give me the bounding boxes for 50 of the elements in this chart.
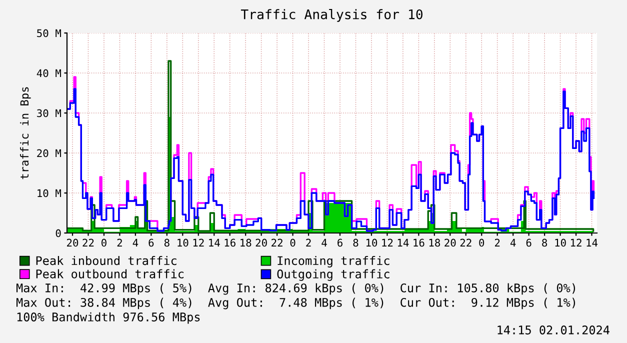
x-tick-label: 6 xyxy=(526,238,532,247)
x-tick-label: 2 xyxy=(117,238,122,247)
x-tick-label: 14 xyxy=(209,238,220,247)
legend-label: Incoming traffic xyxy=(278,256,390,268)
x-tick-label: 6 xyxy=(148,238,154,247)
legend-label: Peak outbound traffic xyxy=(36,269,184,278)
x-tick-label: 8 xyxy=(164,238,170,247)
x-tick-label: 4 xyxy=(322,238,327,247)
y-tick-label: 50 M xyxy=(37,29,61,38)
x-tick-label: 0 xyxy=(102,238,106,247)
text: 100% Bandwidth 976.56 MBps xyxy=(17,312,200,324)
x-tick-label: 20 xyxy=(256,238,267,247)
y-tick-label: 0 xyxy=(56,229,61,238)
x-tick-label: 0 xyxy=(290,238,296,247)
x-tick-label: 0 xyxy=(479,238,484,247)
x-tick-label: 10 xyxy=(555,238,566,247)
x-tick-label: 22 xyxy=(82,238,94,247)
x-tick-label: 16 xyxy=(224,238,236,247)
x-tick-label: 10 xyxy=(178,238,188,247)
x-tick-label: 20 xyxy=(67,238,78,247)
x-tick-label: 22 xyxy=(460,238,472,247)
x-tick-label: 8 xyxy=(353,238,358,247)
x-tick-label: 18 xyxy=(429,238,440,247)
x-tick-label: 22 xyxy=(272,238,282,247)
x-tick-label: 12 xyxy=(382,238,393,247)
x-tick-label: 14 xyxy=(398,238,409,247)
x-tick-label: 6 xyxy=(338,238,342,247)
y-tick-label: 20 M xyxy=(37,149,61,158)
y-tick-label: 40 M xyxy=(36,69,61,78)
text: Max Out: 38.84 MBps ( 4%) Avg Out: 7.48 MBps ( 1%) Cur Out: 9.12 MBps ( 1%) xyxy=(16,298,576,310)
x-tick-label: 4 xyxy=(510,238,516,247)
x-tick-label: 10 xyxy=(366,238,378,247)
x-tick-label: 18 xyxy=(240,238,252,247)
x-tick-label: 20 xyxy=(444,238,456,247)
x-tick-label: 2 xyxy=(306,238,311,247)
legend-label: Peak inbound traffic xyxy=(36,256,176,266)
x-tick-label: 4 xyxy=(132,238,138,247)
chart-title: Traffic Analysis for 10 xyxy=(240,9,422,22)
text: Max In: 42.99 MBps ( 5%) Avg In: 824.69 kBps ( 0%) Cur In: 105.80 kBps ( 0%) xyxy=(16,283,576,295)
text: 14:15 02.01.2024 xyxy=(498,326,610,334)
y-axis-title: traffic in Bps xyxy=(20,87,31,180)
x-tick-label: 14 xyxy=(586,238,598,247)
x-tick-label: 2 xyxy=(494,238,500,247)
x-tick-label: 12 xyxy=(193,238,204,247)
x-tick-label: 12 xyxy=(571,238,582,247)
x-tick-label: 16 xyxy=(414,238,424,247)
legend-label: Outgoing traffic xyxy=(277,269,390,281)
y-tick-label: 30 M xyxy=(37,109,61,118)
x-tick-label: 8 xyxy=(542,238,548,247)
y-tick-label: 10 M xyxy=(38,189,61,198)
